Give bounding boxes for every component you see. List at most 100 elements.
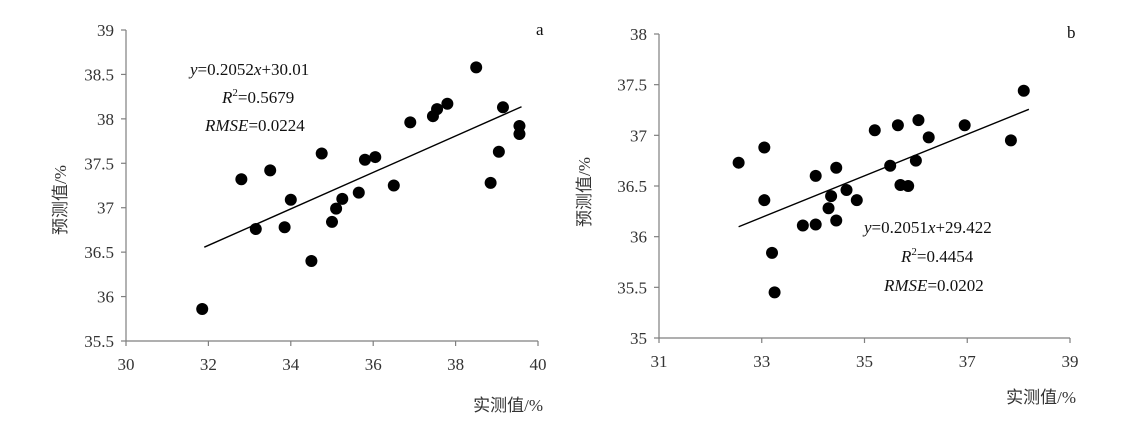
data-point bbox=[768, 286, 781, 299]
rmse-label: RMSE bbox=[883, 276, 928, 295]
r-squared-value: =0.5679 bbox=[238, 88, 294, 107]
data-point bbox=[1004, 134, 1017, 147]
data-point bbox=[766, 246, 779, 259]
data-point bbox=[809, 218, 822, 231]
data-point bbox=[902, 180, 915, 192]
panel-label: b bbox=[1067, 23, 1076, 42]
panel-label: a bbox=[536, 20, 544, 39]
r-exponent: 2 bbox=[232, 87, 238, 99]
data-point bbox=[796, 219, 809, 232]
x-tick-label: 38 bbox=[447, 355, 464, 374]
y-tick-label: 39 bbox=[97, 21, 114, 40]
y-axis-title: 预测值/% bbox=[575, 157, 594, 227]
data-points bbox=[732, 84, 1030, 299]
data-point bbox=[922, 131, 935, 144]
data-point bbox=[305, 255, 318, 268]
data-point bbox=[278, 221, 291, 234]
x-tick-labels: 31 33 35 37 39 bbox=[651, 338, 1079, 371]
x-tick-labels: 30 32 34 36 38 40 bbox=[118, 341, 547, 374]
data-point bbox=[484, 176, 497, 189]
data-point bbox=[732, 156, 745, 169]
equation-y-symbol: y bbox=[862, 218, 872, 237]
y-tick-label: 35.5 bbox=[617, 278, 647, 297]
x-tick-label: 31 bbox=[651, 352, 668, 371]
y-tick-label: 38 bbox=[630, 25, 647, 44]
r-squared-value: =0.4454 bbox=[917, 247, 974, 266]
data-point bbox=[196, 303, 209, 316]
data-point bbox=[850, 194, 863, 207]
x-tick-label: 34 bbox=[282, 355, 300, 374]
data-point bbox=[822, 202, 835, 215]
data-point bbox=[496, 101, 509, 114]
y-tick-label: 35 bbox=[630, 329, 647, 348]
data-point bbox=[326, 215, 338, 228]
data-point bbox=[809, 169, 822, 182]
y-tick-label: 38.5 bbox=[84, 65, 114, 84]
y-tick-label: 36.5 bbox=[617, 177, 647, 196]
equation-x-symbol: x bbox=[253, 60, 262, 79]
r-squared-annotation: R2=0.4454 bbox=[900, 246, 974, 266]
data-point bbox=[264, 164, 277, 177]
r-exponent: 2 bbox=[911, 246, 917, 258]
equation-slope: =0.2051 bbox=[872, 218, 928, 237]
data-point bbox=[235, 173, 248, 186]
rmse-value: =0.0224 bbox=[248, 116, 305, 135]
data-point bbox=[912, 114, 925, 127]
data-point bbox=[840, 184, 853, 197]
data-point bbox=[315, 147, 328, 160]
data-point bbox=[891, 119, 904, 132]
y-tick-label: 38 bbox=[97, 110, 114, 129]
equation-intercept: +29.422 bbox=[935, 218, 991, 237]
rmse-annotation: RMSE=0.0224 bbox=[204, 116, 305, 135]
data-point bbox=[352, 186, 365, 199]
y-tick-label: 36 bbox=[630, 228, 647, 247]
data-point bbox=[441, 97, 454, 110]
data-point bbox=[1017, 84, 1030, 97]
data-point bbox=[830, 214, 843, 227]
x-axis-title: 实测值/% bbox=[1006, 388, 1076, 407]
data-point bbox=[513, 127, 526, 140]
r-squared-annotation: R2=0.5679 bbox=[221, 87, 294, 107]
x-tick-label: 39 bbox=[1062, 352, 1079, 371]
regression-equation: y=0.2052x+30.01 bbox=[188, 60, 309, 79]
data-point bbox=[825, 190, 838, 203]
data-point bbox=[369, 151, 382, 164]
data-point bbox=[358, 153, 371, 166]
regression-equation: y=0.2051x+29.422 bbox=[862, 218, 992, 237]
regression-line bbox=[203, 106, 522, 248]
x-tick-label: 37 bbox=[959, 352, 977, 371]
x-axis-title: 实测值/% bbox=[473, 396, 543, 415]
y-tick-label: 36.5 bbox=[84, 243, 114, 262]
x-tick-label: 36 bbox=[365, 355, 382, 374]
x-tick-label: 40 bbox=[530, 355, 547, 374]
y-axis-title: 预测值/% bbox=[51, 165, 70, 235]
rmse-label: RMSE bbox=[204, 116, 249, 135]
y-tick-label: 36 bbox=[97, 288, 114, 307]
data-point bbox=[958, 119, 971, 132]
data-point bbox=[404, 116, 417, 129]
data-point bbox=[284, 193, 297, 206]
data-point bbox=[830, 161, 843, 174]
r-symbol: R bbox=[900, 247, 912, 266]
data-point bbox=[336, 192, 349, 205]
data-point bbox=[492, 145, 505, 158]
equation-x-symbol: x bbox=[927, 218, 936, 237]
x-tick-label: 32 bbox=[200, 355, 217, 374]
data-points bbox=[196, 61, 526, 316]
equation-intercept: +30.01 bbox=[261, 60, 309, 79]
rmse-value: =0.0202 bbox=[927, 276, 983, 295]
data-point bbox=[758, 194, 771, 207]
rmse-annotation: RMSE=0.0202 bbox=[883, 276, 984, 295]
data-point bbox=[868, 124, 881, 137]
x-tick-label: 35 bbox=[856, 352, 873, 371]
y-tick-label: 35.5 bbox=[84, 332, 114, 351]
data-point bbox=[758, 141, 771, 154]
regression-line bbox=[738, 108, 1030, 228]
y-tick-labels: 35.5 36 36.5 37 37.5 38 38.5 39 bbox=[84, 21, 126, 351]
y-tick-label: 37.5 bbox=[617, 76, 647, 95]
data-point bbox=[387, 179, 400, 192]
data-point bbox=[909, 154, 922, 167]
